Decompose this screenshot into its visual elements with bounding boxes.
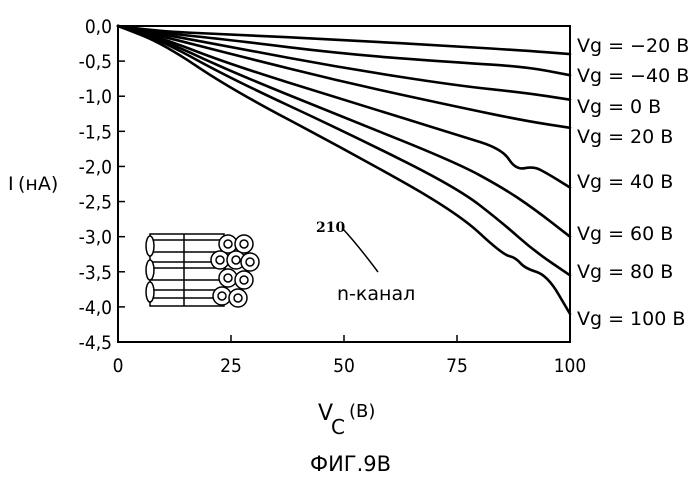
series-lines xyxy=(118,26,570,314)
x-tick-label: 50 xyxy=(333,355,355,377)
nanowire-bundle-illustration xyxy=(146,234,259,307)
y-tick-label: -2,5 xyxy=(79,192,112,214)
x-tick-label: 100 xyxy=(554,355,587,377)
y-axis-label-unit: (нА) xyxy=(18,173,58,195)
x-tick-label: 0 xyxy=(113,355,124,377)
series-label: Vg = 80 В xyxy=(577,261,673,283)
y-tick-label: -2,0 xyxy=(79,156,112,178)
x-axis-label-unit: (В) xyxy=(349,401,375,422)
y-tick-label: -0,5 xyxy=(79,51,112,73)
series-label: Vg = 60 В xyxy=(577,223,673,245)
series-label: Vg = 0 В xyxy=(577,96,661,118)
series-label: Vg = 40 В xyxy=(577,171,673,193)
series-labels: Vg = −20 В Vg = −40 В Vg = 0 В Vg = 20 В Vg … xyxy=(577,35,689,330)
y-tick-label: -3,5 xyxy=(79,262,112,284)
y-tick-label: -1,5 xyxy=(79,121,112,143)
x-tick-label: 25 xyxy=(220,355,242,377)
series-label: Vg = 100 В xyxy=(577,308,685,330)
series-line xyxy=(118,26,570,314)
y-tick-label: 0,0 xyxy=(85,16,112,38)
y-axis-label-main: I xyxy=(8,173,14,195)
annotation-n-channel: n-канал xyxy=(337,283,415,305)
series-line xyxy=(118,26,570,100)
series-label: Vg = −40 В xyxy=(577,65,689,87)
series-label: Vg = 20 В xyxy=(577,126,673,148)
y-tick-label: -4,5 xyxy=(79,332,112,354)
x-tick-label: 75 xyxy=(446,355,468,377)
leader-line xyxy=(343,229,378,272)
y-tick-label: -1,0 xyxy=(79,86,112,108)
series-label: Vg = −20 В xyxy=(577,35,689,57)
reference-numeral: 210 xyxy=(316,220,345,236)
x-axis-label-sub: C xyxy=(331,415,345,439)
y-tick-label: -4,0 xyxy=(79,297,112,319)
y-tick-label: -3,0 xyxy=(79,227,112,249)
figure-caption: ФИГ.9В xyxy=(310,452,391,476)
